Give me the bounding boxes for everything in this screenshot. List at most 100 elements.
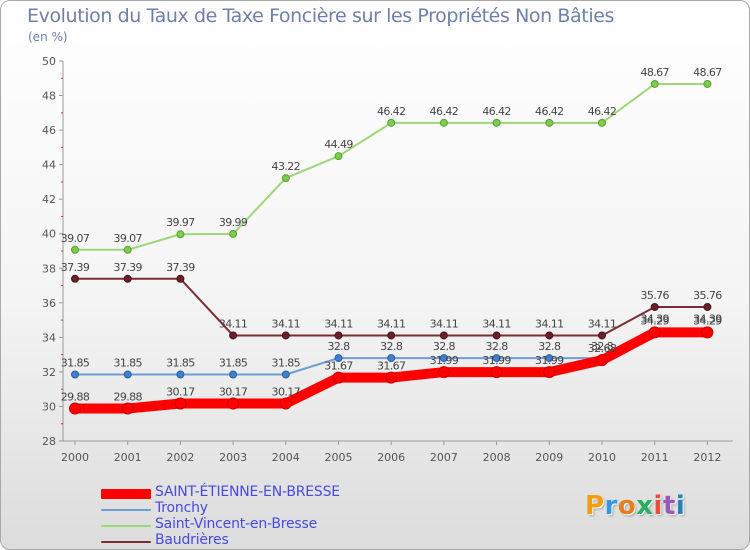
chart-unit-label: (en %) (28, 30, 68, 44)
data-point (334, 152, 343, 161)
x-tick-label: 2009 (535, 451, 563, 464)
x-tick-label: 2002 (166, 451, 194, 464)
data-point (71, 370, 79, 379)
data-label: 31.85 (61, 357, 90, 370)
data-point (121, 402, 134, 415)
data-point (174, 397, 187, 410)
data-label: 37.39 (166, 261, 195, 274)
data-point (650, 302, 659, 311)
logo-letter: i (653, 491, 663, 521)
data-label: 32.68 (588, 342, 617, 355)
data-label: 30.17 (166, 386, 195, 399)
data-point (229, 370, 238, 379)
y-tick-label: 32 (42, 366, 56, 379)
data-point (281, 331, 290, 340)
data-label: 37.39 (61, 261, 90, 274)
data-point (492, 354, 501, 363)
data-label: 39.97 (166, 216, 195, 229)
data-label: 34.39 (640, 313, 669, 326)
data-label: 39.99 (219, 216, 248, 229)
logo-letter: P (585, 491, 605, 521)
data-point (176, 274, 185, 283)
data-point (334, 331, 343, 340)
data-label: 29.88 (61, 391, 90, 404)
data-point (439, 331, 448, 340)
data-label: 32.8 (591, 340, 614, 353)
data-label: 34.29 (640, 314, 669, 327)
logo-letter: o (617, 491, 637, 521)
x-tick-label: 2003 (219, 451, 247, 464)
data-point (545, 118, 554, 127)
y-tick-label: 36 (42, 297, 56, 310)
y-tick-label: 40 (42, 228, 56, 241)
data-label: 31.85 (219, 357, 248, 370)
x-tick-label: 2006 (377, 451, 405, 464)
data-label: 31.85 (166, 357, 195, 370)
y-tick-label: 30 (42, 400, 56, 413)
x-tick-label: 2010 (588, 451, 616, 464)
data-label: 46.42 (535, 105, 564, 118)
data-label: 32.8 (538, 340, 561, 353)
y-tick-label: 42 (42, 193, 56, 206)
data-point (387, 354, 396, 363)
data-point (176, 370, 185, 379)
data-point (281, 370, 290, 379)
data-point (596, 354, 608, 367)
data-label: 34.11 (377, 317, 406, 330)
data-point (492, 118, 501, 127)
data-point (71, 245, 79, 254)
data-point (490, 366, 503, 379)
data-point (123, 245, 132, 254)
data-label: 31.67 (377, 360, 406, 373)
data-label: 39.07 (61, 232, 90, 245)
data-point (334, 354, 343, 363)
data-point (545, 354, 554, 363)
data-label: 43.22 (272, 160, 301, 173)
data-point (176, 230, 185, 239)
data-label: 39.07 (113, 232, 142, 245)
data-label: 35.76 (693, 289, 722, 302)
y-tick-label: 28 (42, 435, 56, 448)
legend-swatch (101, 525, 151, 527)
data-label: 32.8 (327, 340, 350, 353)
data-point (545, 331, 554, 340)
data-label: 34.39 (693, 313, 722, 326)
data-label: 34.11 (535, 317, 564, 330)
data-label: 44.49 (324, 138, 353, 151)
data-point (279, 397, 292, 410)
legend-label: Tronchy (155, 500, 208, 516)
data-label: 32.8 (433, 340, 456, 353)
legend-label: Saint-Vincent-en-Bresse (155, 516, 318, 532)
logo-letter: t (662, 491, 676, 521)
data-label: 31.99 (482, 354, 511, 367)
legend-label: SAINT-ÉTIENNE-EN-BRESSE (155, 484, 340, 500)
data-label: 37.39 (113, 261, 142, 274)
data-point (439, 354, 448, 363)
y-tick-label: 44 (42, 159, 56, 172)
data-label: 34.11 (482, 317, 511, 330)
data-point (437, 366, 450, 379)
data-point (439, 118, 448, 127)
legend-swatch (101, 489, 151, 499)
data-label: 48.67 (640, 66, 669, 79)
data-label: 34.11 (588, 317, 617, 330)
data-label: 46.42 (377, 105, 406, 118)
data-point (229, 331, 238, 340)
x-tick-label: 2012 (693, 451, 721, 464)
logo-letter: r (604, 491, 618, 521)
data-point (123, 274, 132, 283)
y-tick-label: 46 (42, 124, 56, 137)
chart-title: Evolution du Taux de Taxe Foncière sur l… (27, 5, 615, 27)
data-point (229, 229, 238, 238)
data-point (648, 326, 661, 339)
proxiti-logo: Proxiti (585, 491, 685, 521)
data-label: 32.8 (380, 340, 403, 353)
data-point (387, 118, 396, 127)
data-point (281, 174, 290, 183)
data-point (227, 397, 240, 410)
data-label: 46.42 (482, 105, 511, 118)
x-tick-label: 2007 (430, 451, 458, 464)
x-tick-label: 2008 (483, 451, 511, 464)
data-label: 34.11 (430, 317, 459, 330)
